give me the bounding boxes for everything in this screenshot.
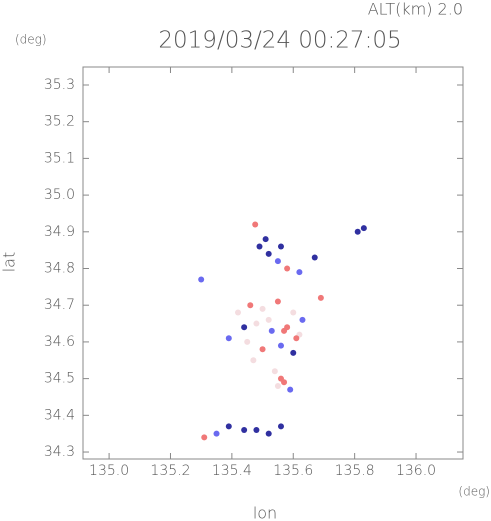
echo-point: [241, 324, 248, 331]
echo-point: [253, 427, 260, 434]
x-tick-label: 135.6: [273, 463, 313, 479]
echo-point: [250, 357, 257, 364]
echo-point: [268, 327, 275, 334]
y-tick-label: 34.5: [44, 371, 75, 387]
y-tick-label: 34.4: [44, 407, 75, 423]
annotation: ALT(km) 2.0: [368, 0, 463, 19]
echo-point: [287, 386, 294, 393]
y-tick-label: 35.0: [44, 187, 75, 203]
echo-point: [290, 349, 297, 356]
echo-point: [265, 316, 272, 323]
echo-point: [274, 298, 281, 305]
echo-point: [201, 434, 208, 441]
y-axis-label: lat: [0, 252, 19, 273]
echo-point: [265, 250, 272, 257]
echo-point: [265, 430, 272, 437]
echo-point: [241, 427, 248, 434]
x-tick-label: 135.4: [212, 463, 252, 479]
echo-point: [247, 302, 254, 309]
y-tick-label: 34.6: [44, 334, 75, 350]
y-tick-label: 34.7: [44, 297, 75, 313]
y-tick-label: 35.3: [44, 77, 75, 93]
echo-point: [225, 423, 232, 430]
echo-point: [277, 342, 284, 349]
echo-point: [281, 379, 288, 386]
plot-frame: [82, 66, 464, 460]
echo-point: [259, 346, 266, 353]
echo-point: [311, 254, 318, 261]
echo-point: [317, 294, 324, 301]
echo-point: [293, 335, 300, 342]
echo-point: [259, 305, 266, 312]
y-tick-label: 34.8: [44, 261, 75, 277]
x-tick-label: 135.8: [335, 463, 375, 479]
echo-point: [360, 225, 367, 232]
echo-point: [256, 243, 263, 250]
x-tick-label: 135.2: [150, 463, 190, 479]
echo-point: [271, 368, 278, 375]
x-tick-label: 136.0: [396, 463, 436, 479]
echo-point: [225, 335, 232, 342]
echo-point: [284, 265, 291, 272]
y-tick-label: 35.2: [44, 114, 75, 130]
x-axis-label: lon: [253, 504, 277, 521]
echo-point: [296, 269, 303, 276]
y-tick-label: 34.3: [44, 444, 75, 460]
echo-point: [277, 423, 284, 430]
y-unit: (deg): [15, 33, 47, 47]
x-tick-label: 135.0: [89, 463, 129, 479]
echo-point: [274, 382, 281, 389]
echo-point: [354, 228, 361, 235]
echo-point: [262, 236, 269, 243]
chart-title: 2019/03/24 00:27:05: [158, 28, 401, 54]
x-unit: (deg): [458, 485, 490, 499]
echo-point: [277, 243, 284, 250]
echo-point: [213, 430, 220, 437]
echo-point: [252, 221, 259, 228]
echo-point: [274, 258, 281, 265]
echo-point: [281, 327, 288, 334]
echo-point: [198, 276, 205, 283]
echo-point: [235, 309, 242, 316]
echo-point: [290, 309, 297, 316]
y-tick-label: 34.9: [44, 224, 75, 240]
echo-point: [299, 316, 306, 323]
echo-point: [253, 320, 260, 327]
echo-point: [244, 338, 251, 345]
y-tick-label: 35.1: [44, 150, 75, 166]
